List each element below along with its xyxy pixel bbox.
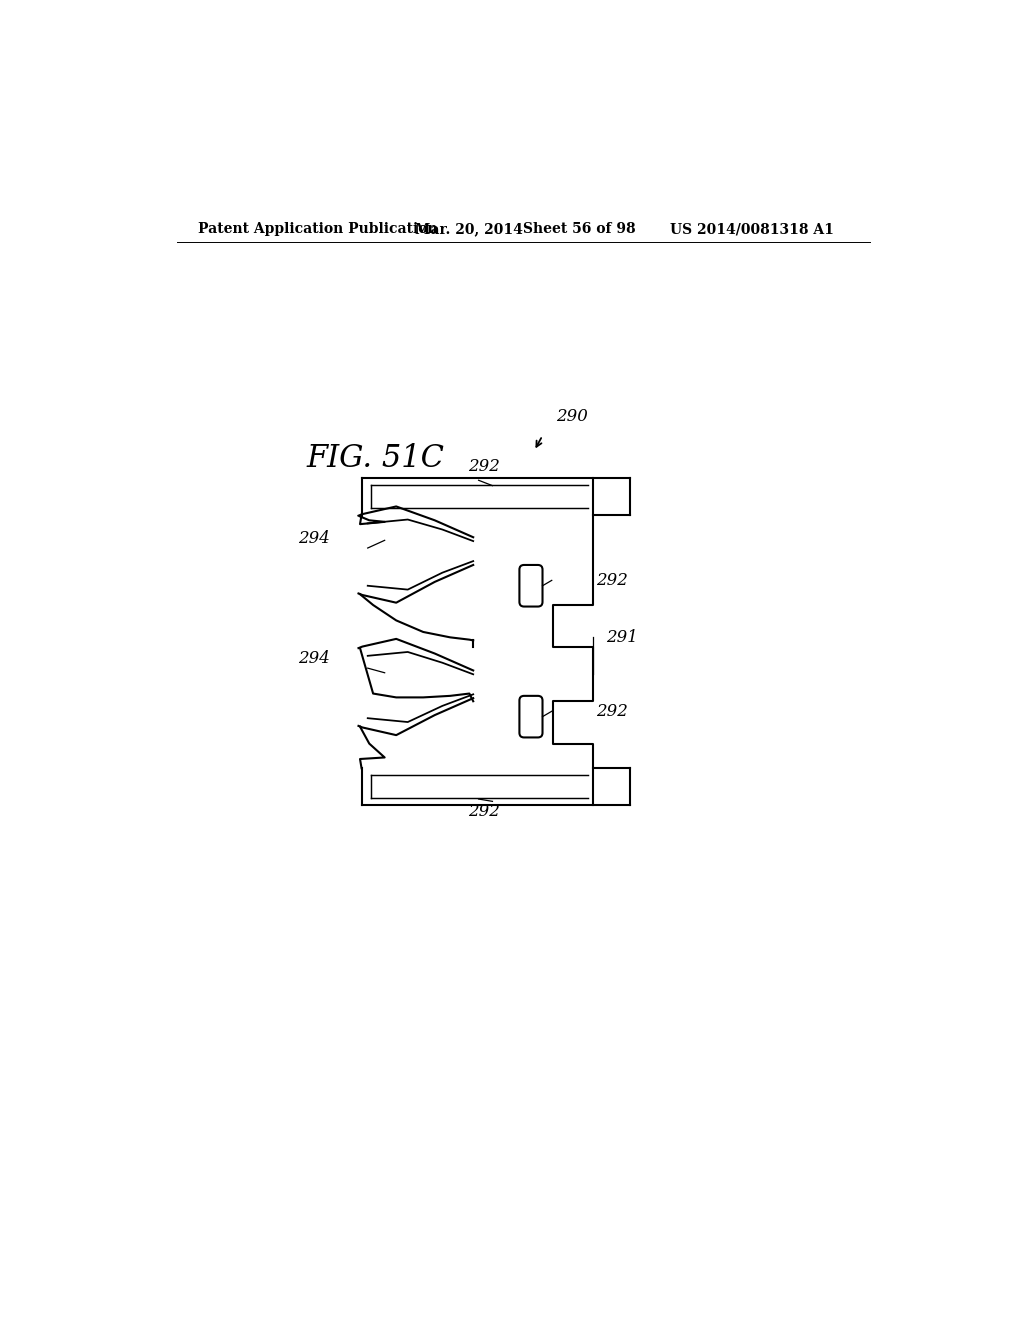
Text: 292: 292 bbox=[468, 803, 500, 820]
Text: Mar. 20, 2014: Mar. 20, 2014 bbox=[416, 222, 523, 236]
Text: 292: 292 bbox=[596, 572, 629, 589]
FancyBboxPatch shape bbox=[519, 565, 543, 607]
Text: 294: 294 bbox=[298, 651, 331, 668]
Text: 292: 292 bbox=[468, 458, 500, 475]
FancyBboxPatch shape bbox=[519, 696, 543, 738]
Text: FIG. 51C: FIG. 51C bbox=[306, 444, 444, 474]
Text: US 2014/0081318 A1: US 2014/0081318 A1 bbox=[670, 222, 834, 236]
Text: Patent Application Publication: Patent Application Publication bbox=[199, 222, 438, 236]
Text: 291: 291 bbox=[606, 628, 638, 645]
Text: 292: 292 bbox=[596, 702, 629, 719]
Text: 294: 294 bbox=[298, 531, 331, 548]
Text: 290: 290 bbox=[556, 408, 588, 425]
Text: Sheet 56 of 98: Sheet 56 of 98 bbox=[523, 222, 636, 236]
